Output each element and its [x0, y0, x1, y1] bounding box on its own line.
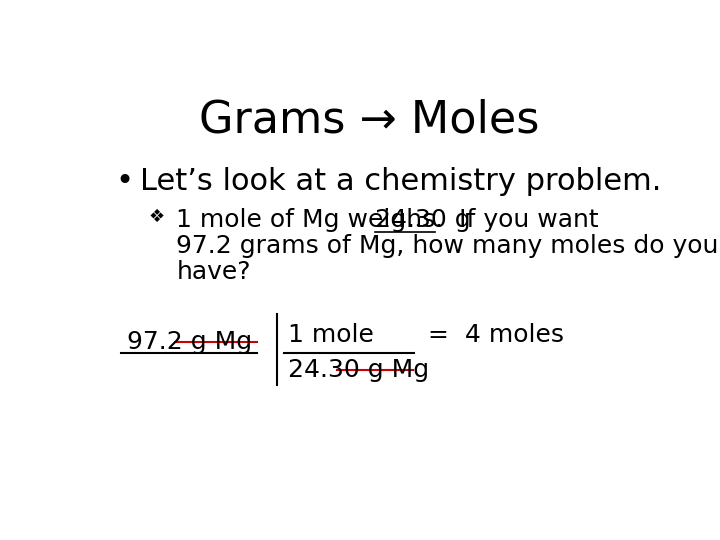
Text: Let’s look at a chemistry problem.: Let’s look at a chemistry problem. [140, 167, 662, 195]
Text: •: • [115, 167, 133, 195]
Text: 97.2 grams of Mg, how many moles do you: 97.2 grams of Mg, how many moles do you [176, 234, 719, 258]
Text: 1 mole of Mg weighs: 1 mole of Mg weighs [176, 208, 444, 232]
Text: 97.2 g Mg: 97.2 g Mg [127, 330, 252, 354]
Text: =  4 moles: = 4 moles [428, 323, 564, 347]
Text: .  If you want: . If you want [435, 208, 598, 232]
Text: 24.30 g: 24.30 g [374, 208, 470, 232]
Text: 1 mole: 1 mole [288, 323, 374, 347]
Text: ❖: ❖ [148, 208, 165, 226]
Text: have?: have? [176, 260, 251, 284]
Text: Grams → Moles: Grams → Moles [199, 98, 539, 141]
Text: 24.30 g Mg: 24.30 g Mg [288, 359, 429, 382]
